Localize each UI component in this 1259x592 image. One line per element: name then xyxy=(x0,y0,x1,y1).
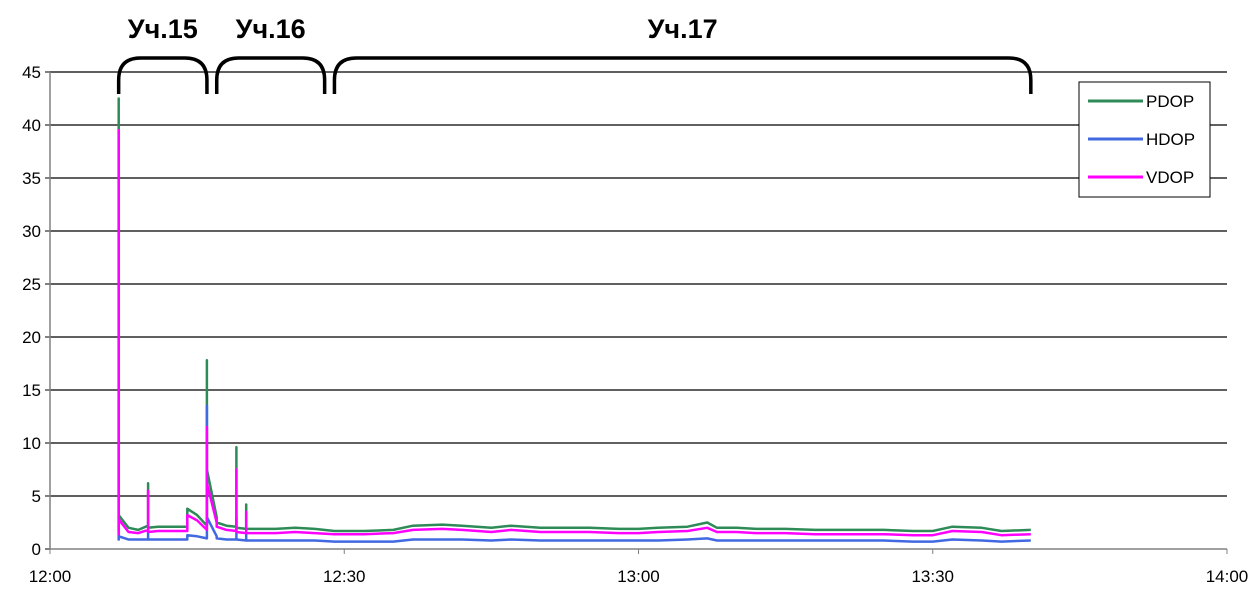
y-tick-label: 10 xyxy=(22,434,41,453)
section-brackets: Уч.15 Уч.16 Уч.17 xyxy=(119,14,1031,94)
section-bracket xyxy=(217,58,325,94)
grid xyxy=(50,72,1227,496)
legend-label-hdop: HDOP xyxy=(1146,130,1195,149)
y-tick-label: 45 xyxy=(22,63,41,82)
x-axis-tick-labels: 12:00 12:30 13:00 13:30 14:00 xyxy=(29,567,1249,586)
y-tick-label: 35 xyxy=(22,169,41,188)
section-label: Уч.16 xyxy=(236,14,306,44)
y-axis-tick-labels: 0 5 10 15 20 25 30 35 40 45 xyxy=(22,63,41,559)
series-lines xyxy=(119,99,1031,542)
y-tick-label: 40 xyxy=(22,116,41,135)
y-tick-label: 25 xyxy=(22,275,41,294)
section-label: Уч.15 xyxy=(128,14,198,44)
series-line-hdop xyxy=(119,401,1031,542)
y-tick-label: 15 xyxy=(22,381,41,400)
y-tick-label: 0 xyxy=(32,540,41,559)
legend-label-vdop: VDOP xyxy=(1146,168,1194,187)
legend: PDOP HDOP VDOP xyxy=(1079,82,1210,197)
y-tick-label: 5 xyxy=(32,487,41,506)
x-tick-label: 13:30 xyxy=(911,567,954,586)
series-line-vdop xyxy=(119,130,1031,535)
section-bracket xyxy=(119,58,207,94)
y-tick-label: 30 xyxy=(22,222,41,241)
section-label: Уч.17 xyxy=(648,14,718,44)
section-bracket xyxy=(334,58,1030,94)
x-tick-label: 12:30 xyxy=(323,567,366,586)
axes xyxy=(45,72,1227,554)
series-line-pdop xyxy=(119,99,1031,533)
legend-label-pdop: PDOP xyxy=(1146,92,1194,111)
x-tick-label: 13:00 xyxy=(617,567,660,586)
x-tick-label: 12:00 xyxy=(29,567,72,586)
y-tick-label: 20 xyxy=(22,328,41,347)
x-tick-label: 14:00 xyxy=(1206,567,1249,586)
